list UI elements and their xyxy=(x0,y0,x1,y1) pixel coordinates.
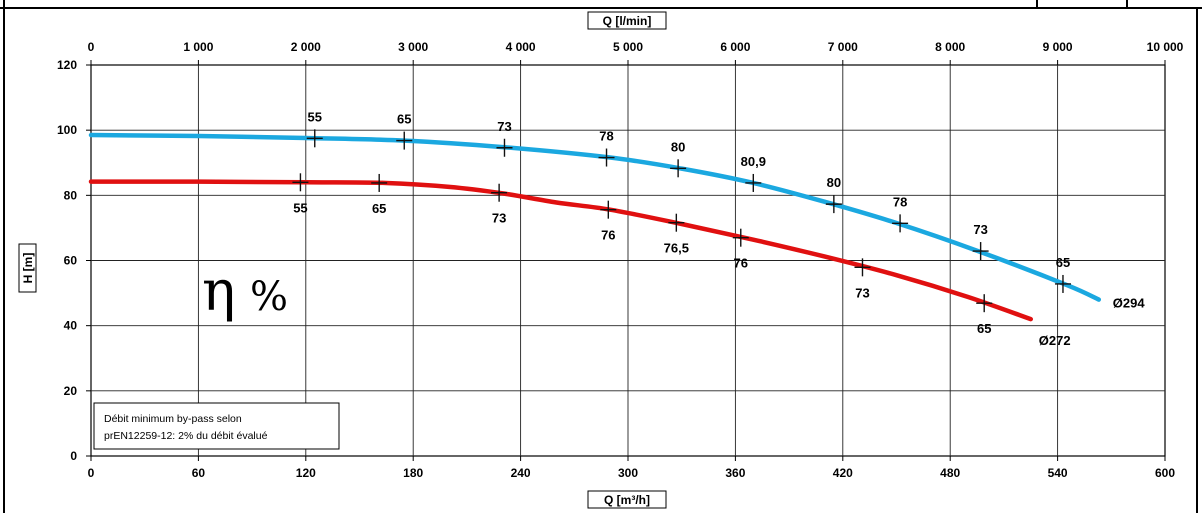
x-bottom-tick-label: 540 xyxy=(1048,466,1068,480)
x-bottom-tick-label: 180 xyxy=(403,466,423,480)
efficiency-marker-272 xyxy=(732,228,749,247)
series-layer xyxy=(88,129,1102,322)
bottom-axis-title-box: Q [m³/h] xyxy=(587,490,667,509)
efficiency-marker-272 xyxy=(292,173,309,192)
efficiency-label-294: 80 xyxy=(671,139,685,154)
x-bottom-tick-label: 300 xyxy=(618,466,638,480)
efficiency-label-272: 65 xyxy=(977,321,991,336)
x-top-tick-label: 5 000 xyxy=(613,40,643,54)
efficiency-label-272: 73 xyxy=(855,285,869,300)
x-bottom-tick-label: 600 xyxy=(1155,466,1175,480)
efficiency-marker-272 xyxy=(491,183,508,202)
efficiency-label-294: 78 xyxy=(893,194,907,209)
efficiency-symbol: η xyxy=(202,259,236,324)
top-axis-title-box: Q [l/min] xyxy=(587,11,667,30)
x-bottom-tick-label: 120 xyxy=(296,466,316,480)
efficiency-marker-272 xyxy=(371,173,388,192)
x-top-tick-label: 4 000 xyxy=(506,40,536,54)
y-tick-label: 120 xyxy=(57,58,77,72)
efficiency-marker-272 xyxy=(976,294,993,313)
note-box: Débit minimum by-pass selon prEN12259-12… xyxy=(93,402,340,450)
curve-name-272: Ø272 xyxy=(1039,333,1071,348)
efficiency-marker-294 xyxy=(1054,274,1071,293)
y-axis-title-box: H [m] xyxy=(18,243,37,293)
x-bottom-tick-label: 240 xyxy=(511,466,531,480)
efficiency-marker-294 xyxy=(972,242,989,261)
efficiency-label-294: 80 xyxy=(827,175,841,190)
axes: 0 20 40 60 80 100 120 0 60 120 180 240 300 360 420 480 5… xyxy=(57,40,1184,480)
x-top-tick-label: 10 000 xyxy=(1147,40,1184,54)
x-bottom-tick-label: 480 xyxy=(940,466,960,480)
y-tick-label: 40 xyxy=(64,319,78,333)
efficiency-label-294: 65 xyxy=(1056,255,1070,270)
efficiency-marker-272 xyxy=(668,213,685,232)
y-tick-label: 60 xyxy=(64,254,78,268)
x-top-tick-label: 2 000 xyxy=(291,40,321,54)
efficiency-label-294: 55 xyxy=(308,109,322,124)
efficiency-label-272: 65 xyxy=(372,201,386,216)
labels-layer: 55 65 73 78 80 80,9 80 78 73 65 Ø294 55 65 73 76 76,5 76… xyxy=(293,109,1145,348)
efficiency-marker-294 xyxy=(670,159,687,178)
efficiency-label-294: 73 xyxy=(497,119,511,134)
y-tick-label: 100 xyxy=(57,123,77,137)
x-top-tick-label: 3 000 xyxy=(398,40,428,54)
note-line-1: Débit minimum by-pass selon xyxy=(104,413,242,425)
efficiency-marker-294 xyxy=(396,131,413,150)
x-top-tick-label: 9 000 xyxy=(1043,40,1073,54)
x-bottom-tick-label: 0 xyxy=(88,466,95,480)
efficiency-label-272: 55 xyxy=(293,200,307,215)
efficiency-label-294: 73 xyxy=(973,222,987,237)
efficiency-marker-272 xyxy=(854,258,871,277)
x-top-tick-label: 8 000 xyxy=(935,40,965,54)
efficiency-label-272: 76 xyxy=(734,256,748,271)
y-tick-label: 80 xyxy=(64,188,78,202)
note-line-2: prEN12259-12: 2% du débit évalué xyxy=(104,430,268,442)
x-top-tick-label: 6 000 xyxy=(720,40,750,54)
x-bottom-tick-label: 420 xyxy=(833,466,853,480)
efficiency-unit: % xyxy=(250,274,288,320)
efficiency-marker-294 xyxy=(825,195,842,214)
curve-line-294 xyxy=(88,132,1102,302)
efficiency-label-294: 78 xyxy=(599,129,613,144)
y-tick-label: 20 xyxy=(64,384,78,398)
efficiency-label-272: 73 xyxy=(492,211,506,226)
efficiency-label-272: 76 xyxy=(601,228,615,243)
efficiency-label-272: 76,5 xyxy=(664,241,689,256)
curve-name-294: Ø294 xyxy=(1113,296,1146,311)
efficiency-label-294: 65 xyxy=(397,112,411,127)
efficiency-marker-294 xyxy=(598,148,615,167)
top-axis-title: Q [l/min] xyxy=(603,14,652,28)
grid xyxy=(90,64,1166,457)
y-axis-title: H [m] xyxy=(21,253,35,284)
x-top-tick-label: 7 000 xyxy=(828,40,858,54)
efficiency-marker-294 xyxy=(496,138,513,157)
efficiency-marker-294 xyxy=(306,129,323,148)
x-top-tick-label: 0 xyxy=(88,40,95,54)
bottom-axis-title: Q [m³/h] xyxy=(604,493,650,507)
x-top-tick-label: 1 000 xyxy=(183,40,213,54)
x-bottom-tick-label: 60 xyxy=(192,466,206,480)
efficiency-marker-294 xyxy=(892,214,909,233)
y-tick-label: 0 xyxy=(70,449,77,463)
x-bottom-tick-label: 360 xyxy=(725,466,745,480)
efficiency-label-294: 80,9 xyxy=(741,154,766,169)
efficiency-marker-272 xyxy=(600,200,617,219)
efficiency-marker-294 xyxy=(745,173,762,192)
